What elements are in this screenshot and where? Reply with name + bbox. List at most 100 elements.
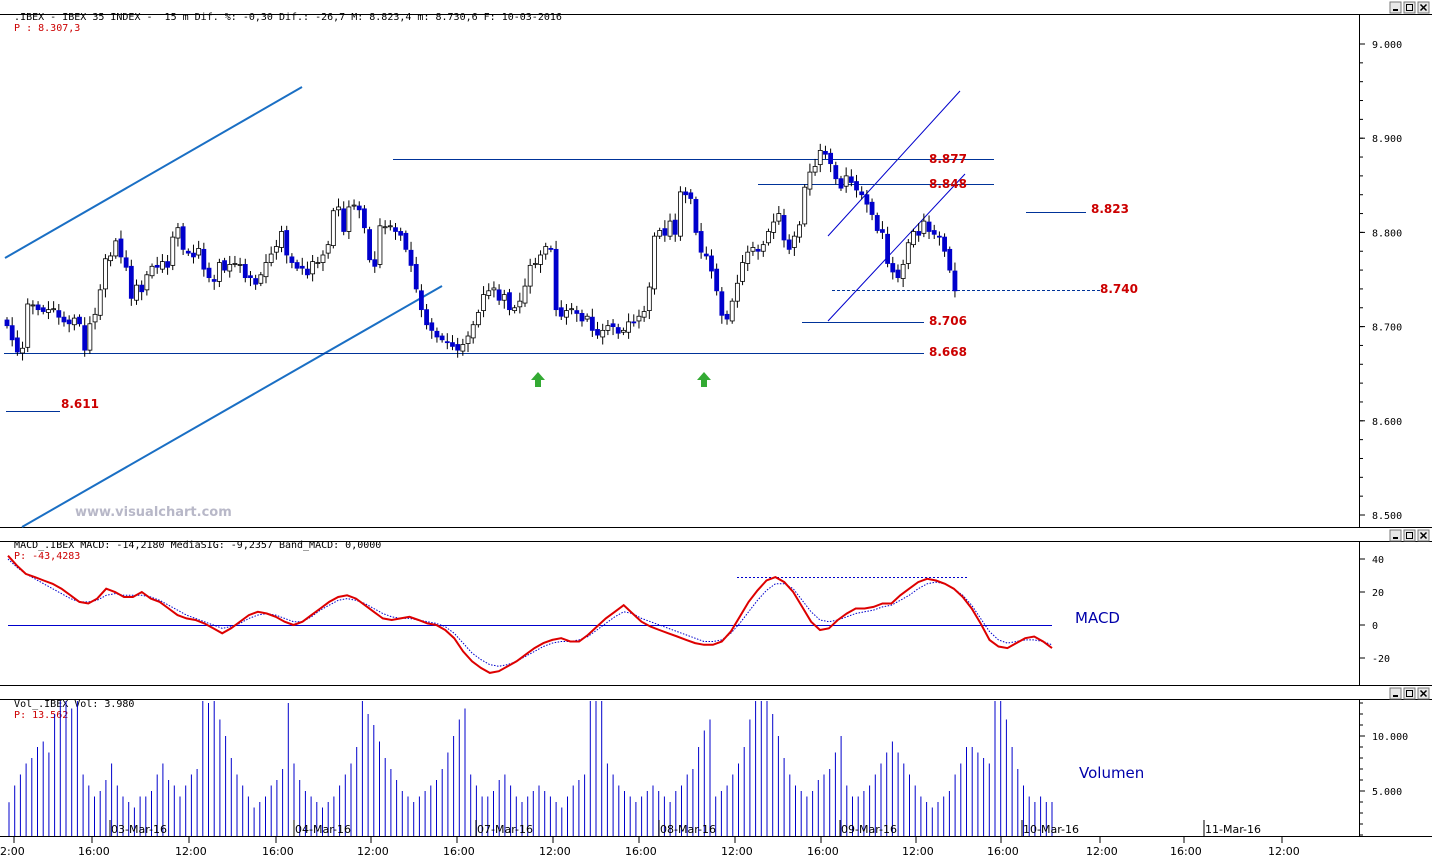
candle <box>548 245 554 253</box>
time-tick-label: 12:00 <box>175 845 207 857</box>
price-tick-label: 9.000 <box>1372 40 1402 51</box>
panel-frames <box>0 14 1432 837</box>
candle <box>351 199 357 210</box>
time-tick-label: 12:00 <box>1268 845 1300 857</box>
date-label: 04-Mar-16 <box>295 823 351 836</box>
macd-panel-header: MACD_.IBEX MACD: -14,2180 MediaSIG: -9,2… <box>2 529 381 562</box>
price-tick-label: 8.900 <box>1372 134 1402 145</box>
candle <box>843 167 849 193</box>
watermark: www.visualchart.com <box>75 505 232 520</box>
candle <box>434 327 440 343</box>
candle <box>284 225 290 264</box>
volume-bars <box>8 701 1053 836</box>
candle <box>486 283 492 300</box>
candle <box>641 305 647 322</box>
time-tick-label: 2:00 <box>0 845 25 857</box>
time-tick-label: 12:00 <box>902 845 934 857</box>
candle <box>709 249 714 279</box>
candle <box>543 242 549 260</box>
macd-panel-label: MACD <box>1075 609 1120 627</box>
macd-tick-label: 20 <box>1372 588 1384 599</box>
candle <box>387 220 393 231</box>
time-tick-label: 12:00 <box>357 845 389 857</box>
candle <box>123 250 129 272</box>
candle <box>315 256 321 269</box>
price-header-last: P : 8.307,3 <box>14 23 81 34</box>
candle <box>854 174 859 198</box>
candle <box>191 244 196 264</box>
time-tick-label: 16:00 <box>78 845 110 857</box>
candle <box>874 212 880 234</box>
volume-panel-header: Vol_.IBEX Vol: 3.980 P: 13.562 <box>2 688 134 721</box>
candle <box>605 320 611 336</box>
candle <box>905 238 911 270</box>
date-label: 08-Mar-16 <box>660 823 716 836</box>
minimize-button[interactable] <box>1389 687 1402 700</box>
candle <box>144 271 150 296</box>
macd-axis: 40 20 0 -20 <box>1360 555 1390 665</box>
date-label: 11-Mar-16 <box>1205 823 1261 836</box>
candle <box>4 317 10 329</box>
candle <box>667 213 673 240</box>
macd-tick-label: -20 <box>1372 654 1390 665</box>
maximize-button[interactable] <box>1403 687 1416 700</box>
candle <box>185 248 191 256</box>
candle <box>698 222 704 259</box>
candle <box>869 198 875 221</box>
candle <box>564 303 569 325</box>
close-button[interactable] <box>1417 687 1430 700</box>
date-label: 10-Mar-16 <box>1023 823 1079 836</box>
time-tick-label: 12:00 <box>721 845 753 857</box>
candle <box>880 221 885 239</box>
candle <box>589 308 595 337</box>
close-button[interactable] <box>1417 529 1430 542</box>
minimize-button[interactable] <box>1389 529 1402 542</box>
candle <box>196 240 202 259</box>
candle <box>517 292 523 314</box>
candle <box>253 274 259 290</box>
candle <box>211 274 217 290</box>
candle <box>631 314 637 327</box>
candle <box>92 307 98 330</box>
candle <box>51 301 57 313</box>
candle <box>895 264 901 283</box>
candle <box>77 314 82 327</box>
candle <box>61 311 67 327</box>
candle <box>154 256 160 274</box>
candle <box>626 313 631 339</box>
candle <box>522 278 528 307</box>
macd-header-text: MACD_.IBEX MACD: -14,2180 MediaSIG: -9,2… <box>14 540 382 551</box>
candle <box>693 196 699 236</box>
candle <box>729 298 735 324</box>
candle <box>657 227 663 239</box>
candle <box>859 186 865 200</box>
close-button[interactable] <box>1417 1 1430 14</box>
candle <box>553 240 559 317</box>
candle <box>362 205 367 234</box>
candle <box>325 240 331 259</box>
candle <box>341 201 347 236</box>
candle <box>569 303 575 315</box>
minimize-button[interactable] <box>1389 1 1402 14</box>
time-axis: 2:00 16:00 12:00 16:00 12:00 16:00 12:00 16:00 1… <box>0 837 1300 857</box>
price-window-controls <box>1389 1 1430 14</box>
candle <box>470 320 476 344</box>
candle <box>817 143 823 173</box>
maximize-button[interactable] <box>1403 1 1416 14</box>
candle <box>273 239 279 260</box>
candle <box>600 323 606 345</box>
candle <box>538 250 543 273</box>
maximize-button[interactable] <box>1403 529 1416 542</box>
candle <box>330 207 336 249</box>
candle <box>424 303 429 330</box>
time-tick-label: 16:00 <box>987 845 1019 857</box>
candle <box>377 218 383 269</box>
time-tick-label: 16:00 <box>625 845 657 857</box>
candle <box>683 187 688 204</box>
time-tick-label: 12:00 <box>1086 845 1118 857</box>
candle <box>823 145 828 159</box>
time-tick-label: 12:00 <box>539 845 571 857</box>
candle <box>838 175 844 191</box>
candle <box>507 288 512 316</box>
